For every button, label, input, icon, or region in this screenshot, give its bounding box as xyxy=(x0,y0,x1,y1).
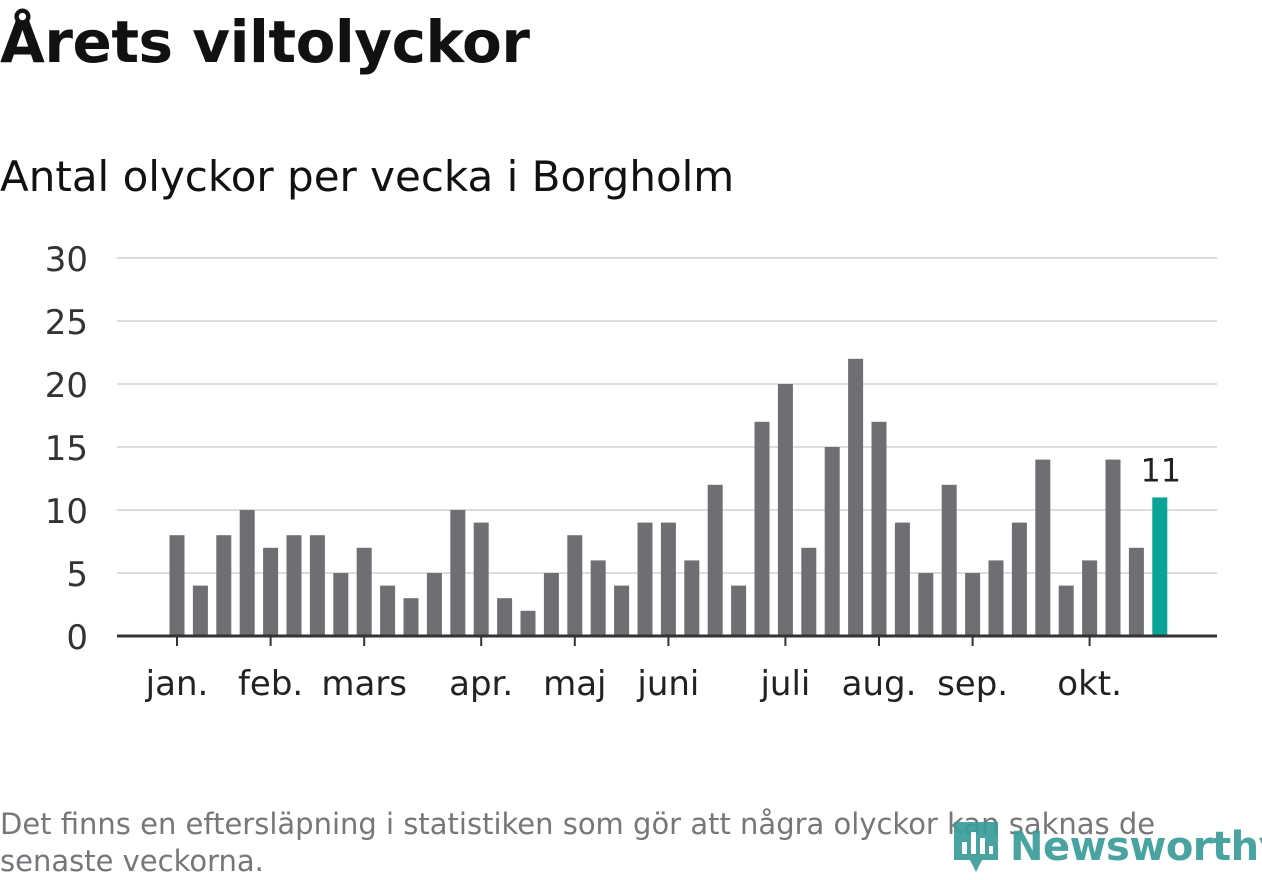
x-tick-label: okt. xyxy=(1057,664,1122,704)
bar xyxy=(239,510,255,636)
x-tick-label: sep. xyxy=(937,664,1008,704)
y-tick-label: 15 xyxy=(45,429,88,469)
y-tick-label: 20 xyxy=(45,366,88,406)
bar xyxy=(801,547,817,636)
x-tick-label: jan. xyxy=(145,664,209,704)
bar xyxy=(1035,459,1051,636)
x-tick-label: maj xyxy=(543,664,606,704)
bar xyxy=(988,560,1004,636)
bar xyxy=(918,573,934,636)
bar xyxy=(1058,585,1074,636)
bar xyxy=(777,384,793,636)
bar xyxy=(871,421,887,636)
bar-highlight xyxy=(1152,497,1168,636)
bar-chart-pin-icon xyxy=(954,822,998,872)
chart-title: Årets viltolyckor xyxy=(0,8,530,76)
bar xyxy=(894,522,910,636)
y-tick-label: 5 xyxy=(66,555,88,595)
y-tick-label: 0 xyxy=(66,618,88,658)
value-label-highlight: 11 xyxy=(1140,451,1181,489)
bar xyxy=(543,573,559,636)
y-tick-label: 10 xyxy=(45,492,88,532)
bar xyxy=(590,560,606,636)
bar xyxy=(426,573,442,636)
y-tick-label: 30 xyxy=(45,240,88,280)
bar xyxy=(473,522,489,636)
bar xyxy=(965,573,981,636)
x-tick-label: juni xyxy=(636,664,699,704)
value-labels: 11 xyxy=(1137,448,1184,492)
bar xyxy=(567,535,583,636)
bar xyxy=(309,535,325,636)
bar xyxy=(403,598,419,636)
bar xyxy=(637,522,653,636)
bar xyxy=(356,547,372,636)
bar xyxy=(660,522,676,636)
gridlines xyxy=(117,257,1217,574)
bar xyxy=(333,573,349,636)
bar xyxy=(1011,522,1027,636)
x-tick-label: feb. xyxy=(238,664,303,704)
x-tick-label: juli xyxy=(759,664,810,704)
bar xyxy=(614,585,630,636)
bar xyxy=(707,484,723,636)
bar xyxy=(1128,547,1144,636)
bar xyxy=(286,535,302,636)
bar xyxy=(1082,560,1098,636)
logo-text: Newsworthy xyxy=(1010,824,1262,870)
x-tick-label: apr. xyxy=(449,664,513,704)
x-axis-ticks: jan. feb. mars apr. maj juni juli aug. sep. okt. xyxy=(145,636,1122,704)
chart-subtitle: Antal olyckor per vecka i Borgholm xyxy=(0,152,735,201)
bar xyxy=(380,585,396,636)
bar xyxy=(731,585,747,636)
bar xyxy=(824,447,840,636)
bar xyxy=(848,358,864,636)
bar xyxy=(684,560,700,636)
bar xyxy=(263,547,279,636)
y-axis-tick-labels: 0 5 10 15 20 25 30 xyxy=(45,240,88,658)
bar xyxy=(192,585,208,636)
bar-chart: 0 5 10 15 20 25 30 jan. feb. mars apr. maj juni juli… xyxy=(45,240,1217,704)
bar xyxy=(754,421,770,636)
x-tick-label: mars xyxy=(321,664,407,704)
bar xyxy=(216,535,232,636)
bar xyxy=(520,610,536,636)
bar xyxy=(169,535,185,636)
x-tick-label: aug. xyxy=(842,664,917,704)
newsworthy-logo: Newsworthy xyxy=(950,818,1262,876)
bar xyxy=(450,510,466,636)
bar xyxy=(941,484,957,636)
bars xyxy=(169,358,1168,636)
bar xyxy=(1105,459,1121,636)
bar xyxy=(497,598,513,636)
y-tick-label: 25 xyxy=(45,303,88,343)
